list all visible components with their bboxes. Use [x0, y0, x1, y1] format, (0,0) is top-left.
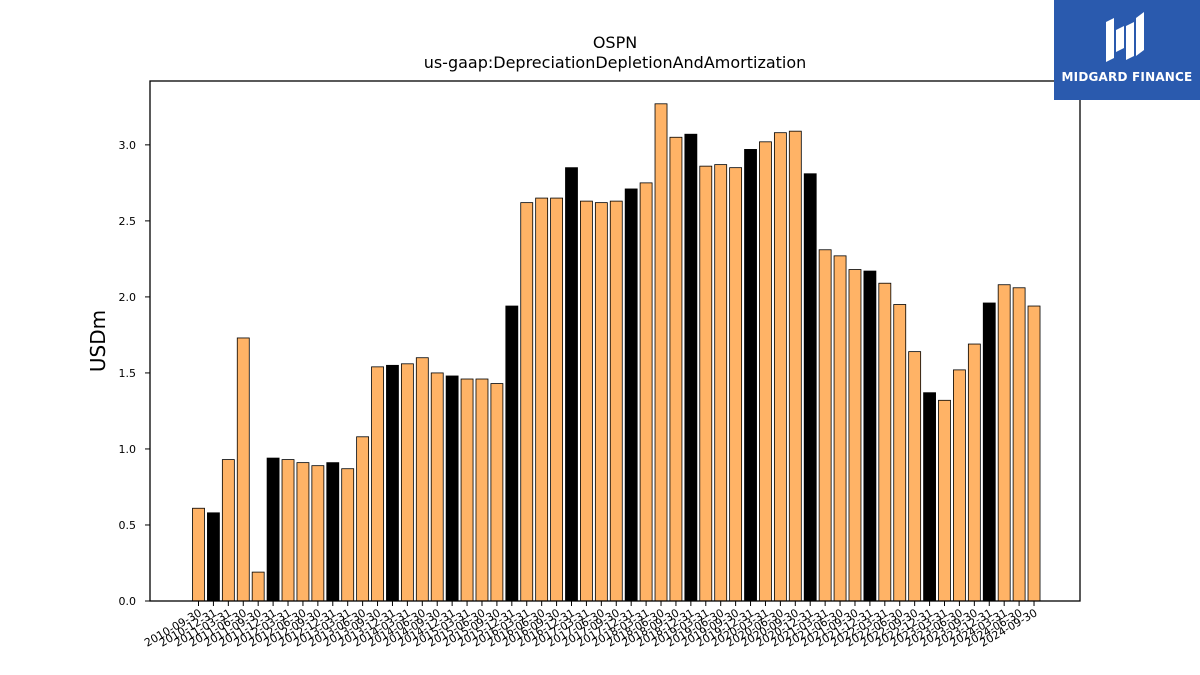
bar-2022-09-30 [908, 351, 922, 602]
bar-2011-03-31 [221, 459, 235, 602]
bar-2019-12-31 [744, 149, 757, 602]
bar-2010-09-30 [192, 507, 205, 602]
bar-2014-06-30 [415, 357, 429, 602]
bar-2014-03-31 [400, 363, 414, 602]
bar-2012-09-30 [311, 465, 325, 602]
bar-2022-06-30 [893, 304, 907, 602]
bar-2015-03-31 [460, 378, 474, 602]
bar-2013-09-30 [371, 366, 384, 602]
y-tick-label: 1.0 [119, 443, 137, 456]
bar-2022-12-31 [923, 392, 936, 602]
y-tick-label: 1.5 [119, 367, 137, 380]
bar-2020-03-31 [759, 141, 772, 602]
y-tick-label: 0.5 [119, 519, 137, 532]
bar-2016-03-31 [520, 202, 534, 602]
bar-2014-12-31 [445, 375, 459, 602]
bar-2018-03-31 [639, 182, 653, 602]
bar-2013-12-31 [386, 364, 399, 602]
bar-2018-12-31 [684, 133, 698, 602]
midgard-logo-icon [1106, 12, 1144, 62]
bar-2020-09-30 [788, 130, 802, 602]
bar-2013-03-31 [341, 468, 355, 602]
bar-2011-06-30 [236, 337, 250, 602]
bar-2015-06-30 [475, 378, 489, 602]
bar-2018-09-30 [669, 136, 683, 602]
bar-2021-06-30 [833, 255, 847, 602]
chart-subtitle: us-gaap:DepreciationDepletionAndAmortiza… [424, 53, 807, 72]
y-tick-label: 0.0 [119, 595, 137, 608]
bar-2017-12-31 [624, 188, 638, 602]
bar-2018-06-30 [654, 103, 668, 602]
bar-2016-09-30 [550, 197, 563, 602]
bar-2017-03-31 [580, 200, 593, 602]
bar-2021-03-31 [818, 249, 832, 602]
bar-2019-06-30 [714, 164, 728, 602]
logo-text: MIDGARD FINANCE [1061, 70, 1193, 84]
y-tick-label: 3.0 [119, 139, 137, 152]
bar-2019-03-31 [699, 165, 713, 602]
bar-2015-12-31 [505, 305, 519, 602]
bar-2016-06-30 [535, 197, 549, 602]
bar-2016-12-31 [565, 167, 578, 602]
bar-2012-03-31 [281, 459, 295, 602]
bar-2022-03-31 [878, 282, 892, 602]
plot-frame [149, 80, 1081, 602]
bar-2013-06-30 [356, 436, 370, 602]
bar-2014-09-30 [430, 372, 444, 602]
bar-2010-12-31 [207, 512, 220, 602]
bar-2024-03-31 [997, 284, 1011, 602]
bar-2023-09-30 [967, 343, 981, 602]
bar-2011-12-31 [266, 457, 280, 602]
bar-2024-06-30 [1012, 287, 1026, 602]
bar-2023-03-31 [938, 399, 951, 602]
bar-2023-06-30 [953, 369, 966, 602]
y-axis-label: USDm [86, 310, 110, 372]
bar-2017-09-30 [609, 200, 623, 602]
bar-2019-09-30 [729, 167, 743, 602]
bar-2011-09-30 [251, 571, 265, 602]
bar-2012-06-30 [296, 462, 310, 602]
bar-2017-06-30 [594, 202, 608, 602]
bar-2020-06-30 [773, 132, 787, 602]
y-axis: 0.0 0.5 1.0 1.5 2.0 2.5 3.0 [119, 139, 150, 608]
bar-2024-09-30 [1027, 305, 1041, 602]
bars-group [192, 103, 1041, 602]
y-tick-label: 2.0 [119, 291, 137, 304]
x-axis: 2010-09-302010-12-312011-03-312011-06-30… [142, 601, 1040, 650]
bar-2021-09-30 [848, 269, 862, 602]
bar-2023-12-31 [982, 302, 996, 602]
bar-2012-12-31 [326, 462, 340, 602]
y-tick-label: 2.5 [119, 215, 137, 228]
chart-title: OSPN [593, 33, 637, 52]
bar-2020-12-31 [803, 173, 817, 602]
midgard-finance-logo: MIDGARD FINANCE [1054, 0, 1200, 100]
bar-2021-12-31 [863, 270, 877, 602]
bar-2015-09-30 [490, 383, 504, 602]
